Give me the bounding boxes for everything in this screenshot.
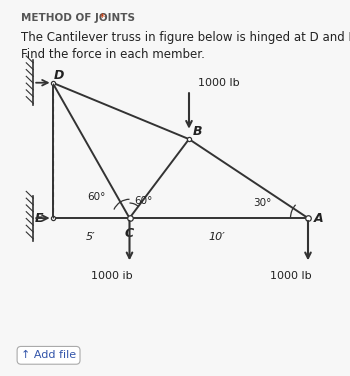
- Text: 1000 lb: 1000 lb: [270, 271, 311, 281]
- Text: 1000 lb: 1000 lb: [198, 78, 239, 88]
- Text: 5′: 5′: [86, 232, 96, 242]
- Text: METHOD OF JOINTS: METHOD OF JOINTS: [21, 13, 139, 23]
- Text: Find the force in each member.: Find the force in each member.: [21, 48, 205, 61]
- Text: 1000 ib: 1000 ib: [91, 271, 133, 281]
- Text: 10′: 10′: [209, 232, 225, 242]
- Text: The Cantilever truss in figure below is hinged at D and E.: The Cantilever truss in figure below is …: [21, 31, 350, 44]
- Text: 60°: 60°: [134, 196, 153, 206]
- Text: *: *: [100, 13, 105, 23]
- Text: 30°: 30°: [253, 198, 272, 208]
- Text: A: A: [314, 212, 323, 224]
- Text: 60°: 60°: [87, 193, 105, 202]
- Text: C: C: [125, 227, 134, 240]
- Text: ↑ Add file: ↑ Add file: [21, 350, 76, 360]
- Text: D: D: [54, 69, 64, 82]
- Text: B: B: [193, 125, 203, 138]
- Text: E: E: [34, 212, 43, 224]
